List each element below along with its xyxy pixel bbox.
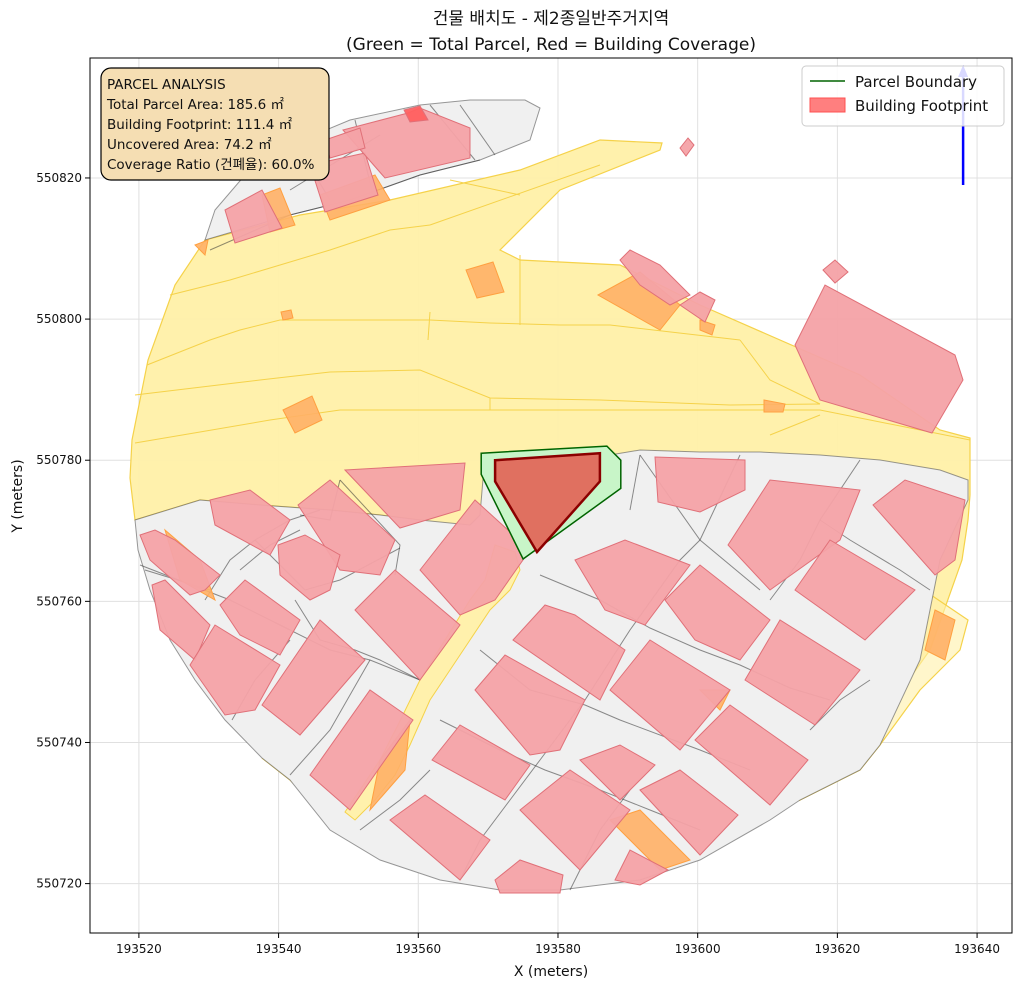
building-footprint: [614, 849, 670, 886]
parcel-analysis-box: PARCEL ANALYSIS Total Parcel Area: 185.6…: [100, 67, 330, 181]
x-tick-label: 193640: [954, 942, 1000, 956]
x-tick-label: 193620: [814, 942, 860, 956]
building-footprint: [512, 604, 626, 701]
y-tick-label: 550720: [36, 877, 82, 891]
building-footprint: [209, 489, 291, 556]
analysis-line-0: PARCEL ANALYSIS: [107, 77, 226, 93]
chart-title-line1: 건물 배치도 - 제2종일반주거지역: [433, 9, 669, 29]
target-building-footprint: [493, 451, 602, 555]
y-tick-label: 550780: [36, 453, 82, 467]
building-footprint: [474, 654, 586, 756]
orange-block: [924, 609, 956, 661]
building-footprint: [343, 462, 466, 529]
y-tick-label: 550800: [36, 312, 82, 326]
building-footprint: [679, 291, 716, 323]
building-footprint: [419, 499, 531, 616]
road-edges: [134, 164, 971, 444]
building-footprint: [654, 456, 746, 513]
y-tick-label: 550740: [36, 735, 82, 749]
building-footprint: [309, 689, 414, 811]
y-tick-label: 550820: [36, 171, 82, 185]
analysis-box-bg: [100, 67, 330, 181]
legend: Parcel Boundary Building Footprint: [801, 65, 1005, 127]
analysis-line-2: Building Footprint: 111.4 ㎡: [107, 117, 293, 133]
orange-block: [699, 319, 716, 336]
x-axis-label: X (meters): [514, 964, 588, 980]
orange-block: [465, 261, 505, 299]
building-footprint: [574, 539, 691, 626]
building-footprint: [694, 704, 809, 806]
chart-title-line2: (Green = Total Parcel, Red = Building Co…: [346, 35, 756, 55]
x-axis-ticks: 193520 193540 193560 193580 193600 193620 1936…: [116, 933, 1000, 956]
analysis-line-1: Total Parcel Area: 185.6 ㎡: [106, 97, 284, 113]
building-footprint: [354, 569, 461, 681]
legend-building-swatch: [809, 97, 846, 113]
axes-frame: [89, 57, 1013, 934]
orange-block: [763, 399, 786, 413]
building-footprint: [794, 539, 916, 641]
map-layer: [129, 65, 971, 894]
building-footprint: [431, 724, 531, 801]
x-tick-label: 193600: [675, 942, 721, 956]
building-footprint: [389, 794, 491, 881]
building-footprint: [794, 284, 964, 434]
building-footprint: [403, 105, 429, 123]
building-footprint: [494, 859, 564, 894]
building-footprint: [664, 564, 771, 661]
building-footprint: [619, 249, 691, 306]
building-footprint: [727, 479, 861, 591]
orange-block: [609, 809, 691, 871]
building-footprint: [189, 624, 281, 716]
orange-block: [194, 239, 209, 257]
y-axis-ticks: 550720 550740 550760 550780 550800 550820: [36, 171, 90, 891]
building-footprint: [579, 744, 656, 801]
x-tick-label: 193540: [256, 942, 302, 956]
building-footprint: [639, 769, 739, 856]
x-tick-label: 193560: [395, 942, 441, 956]
orange-block: [282, 395, 323, 434]
building-footprint: [151, 579, 211, 661]
legend-parcel-label: Parcel Boundary: [855, 73, 977, 91]
y-axis-label: Y (meters): [10, 459, 26, 533]
building-footprint: [744, 619, 861, 726]
building-footprint: [224, 189, 283, 244]
orange-block: [280, 309, 294, 321]
building-footprint: [219, 579, 301, 656]
building-footprint: [139, 529, 221, 596]
building-footprint: [679, 137, 695, 157]
building-footprint: [519, 769, 631, 871]
building-footprint: [822, 259, 849, 284]
legend-building-label: Building Footprint: [855, 97, 988, 115]
building-footprint: [261, 619, 366, 736]
building-footprint: [277, 534, 341, 601]
x-tick-label: 193580: [535, 942, 581, 956]
analysis-line-4: Coverage Ratio (건폐율): 60.0%: [107, 157, 315, 173]
x-tick-label: 193520: [116, 942, 162, 956]
building-footprint: [609, 639, 731, 751]
building-footprint: [872, 479, 966, 576]
analysis-line-3: Uncovered Area: 74.2 ㎡: [107, 137, 272, 153]
y-tick-label: 550760: [36, 594, 82, 608]
legend-box: [801, 65, 1005, 127]
building-footprints: [139, 105, 966, 894]
